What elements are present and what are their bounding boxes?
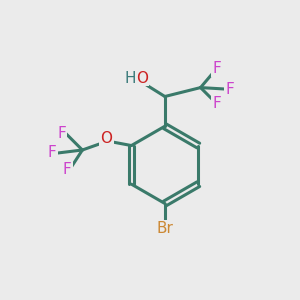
Text: O: O bbox=[136, 70, 148, 86]
Text: F: F bbox=[212, 96, 221, 111]
Text: H: H bbox=[125, 70, 136, 86]
Text: F: F bbox=[62, 162, 71, 177]
Text: Br: Br bbox=[156, 221, 173, 236]
Text: F: F bbox=[48, 146, 56, 160]
Text: F: F bbox=[57, 126, 66, 141]
Text: F: F bbox=[212, 61, 221, 76]
Text: F: F bbox=[226, 82, 235, 97]
Text: O: O bbox=[100, 130, 112, 146]
